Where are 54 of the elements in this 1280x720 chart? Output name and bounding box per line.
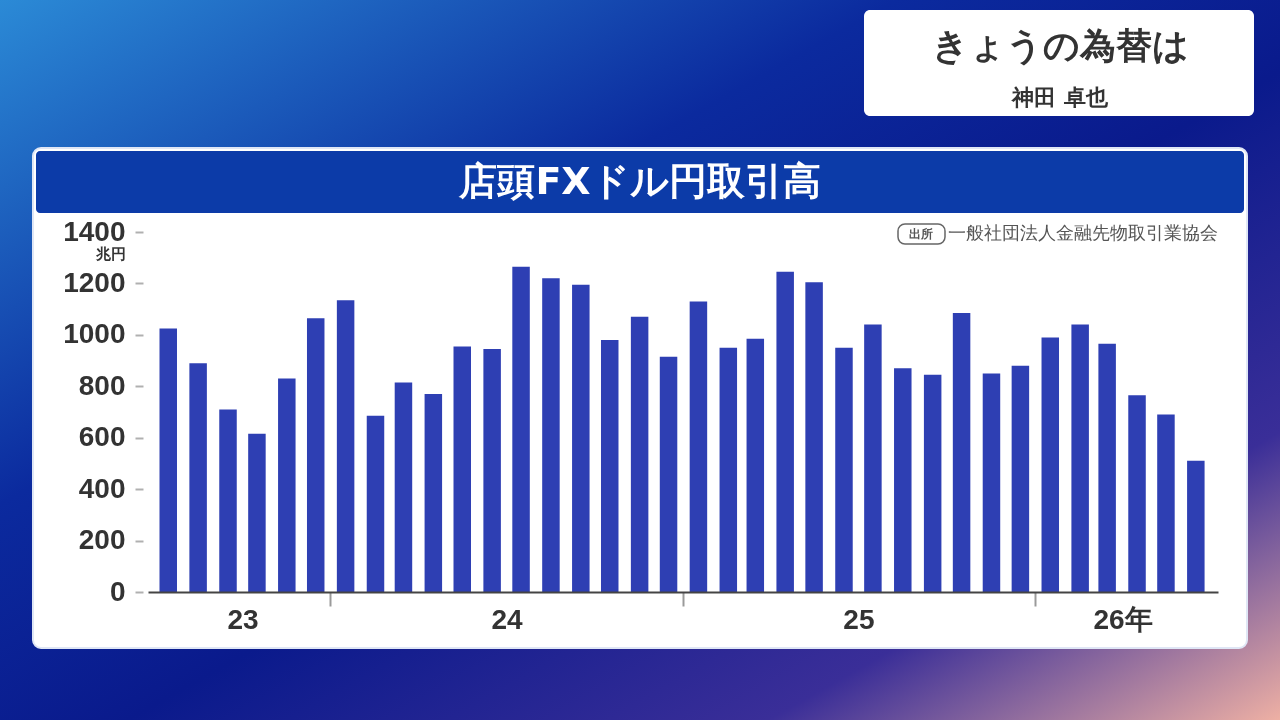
bar: [864, 324, 882, 592]
y-tick-label: 400: [78, 472, 126, 504]
bar: [1011, 365, 1030, 592]
y-tick-label: 1200: [63, 266, 126, 298]
y-tick-label: 200: [78, 524, 126, 556]
x-tick-label: 25: [843, 603, 875, 635]
bar: [394, 382, 413, 592]
bar: [219, 409, 237, 592]
bar: [923, 374, 942, 592]
x-tick-label: 26年: [1093, 603, 1153, 635]
bar: [306, 318, 325, 592]
bar: [982, 373, 1001, 592]
bar: [805, 282, 823, 592]
bar: [894, 368, 912, 592]
bar: [689, 301, 708, 592]
bar: [1128, 395, 1146, 592]
bar: [1187, 460, 1205, 592]
bar: [278, 378, 296, 592]
bar: [835, 347, 853, 592]
bar: [542, 278, 560, 592]
bar: [746, 338, 765, 592]
bar: [1098, 343, 1116, 592]
y-tick-label: 600: [78, 421, 126, 453]
bar: [248, 433, 266, 592]
y-tick-label: 800: [78, 369, 126, 401]
bar: [1157, 414, 1175, 592]
y-tick-label: 1400: [63, 215, 126, 247]
bar: [1041, 337, 1060, 592]
bar: [719, 347, 738, 592]
chart-title: 店頭FXドル円取引高: [458, 159, 821, 203]
bar: [776, 271, 794, 592]
bar: [600, 340, 619, 592]
bar: [453, 346, 471, 592]
text: きょうの為替は: [931, 25, 1189, 66]
bar: [159, 328, 177, 592]
annotation: 出所: [909, 227, 933, 241]
bar: [366, 415, 385, 592]
bar: [512, 266, 530, 592]
bar: [630, 316, 649, 592]
annotation: 一般社団法人金融先物取引業協会: [948, 222, 1218, 243]
x-tick-label: 23: [227, 603, 259, 635]
bar: [659, 356, 678, 592]
text: 神田 卓也: [1011, 85, 1109, 110]
bar: [483, 349, 501, 592]
bar: [1071, 324, 1089, 592]
y-tick-label: 0: [109, 575, 126, 607]
bar: [572, 284, 590, 592]
y-tick-label: 1000: [63, 318, 126, 350]
y-axis-title: 兆円: [94, 244, 126, 263]
bar: [336, 300, 355, 592]
bar: [424, 394, 443, 592]
bar: [189, 363, 207, 592]
bar: [952, 313, 971, 592]
x-tick-label: 24: [491, 603, 524, 635]
